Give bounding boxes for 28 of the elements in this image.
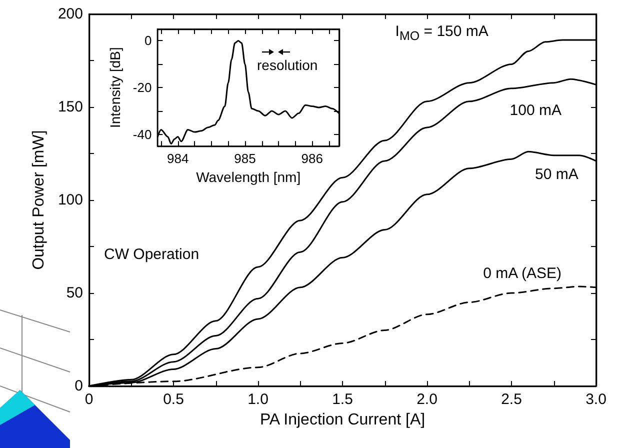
y-axis-title: Output Power [mW] xyxy=(30,130,48,270)
x-axis-title: PA Injection Current [A] xyxy=(260,411,426,428)
y-tick-label: 100 xyxy=(58,192,83,208)
y-axis-title: Intensity [dB] xyxy=(107,47,123,128)
x-tick-label: 1.5 xyxy=(332,391,353,408)
x-tick-label: 0.5 xyxy=(163,391,184,408)
series-label: 50 mA xyxy=(535,166,578,183)
x-tick-label: 985 xyxy=(234,151,256,166)
x-tick-label: 2.5 xyxy=(501,391,522,408)
x-tick-label: 3.0 xyxy=(586,391,606,408)
y-tick-label: 150 xyxy=(58,98,83,116)
y-tick-label: 0 xyxy=(74,378,83,394)
x-tick-label: 986 xyxy=(301,151,323,166)
x-tick-label: 0 xyxy=(84,391,94,408)
annotation: resolution xyxy=(257,57,318,73)
x-axis-title: Wavelength [nm] xyxy=(196,169,301,185)
x-tick-label: 984 xyxy=(166,151,189,166)
x-tick-label: 1.0 xyxy=(248,391,268,408)
y-tick-label: -40 xyxy=(132,126,152,142)
y-tick-label: 200 xyxy=(58,6,83,22)
annotation: CW Operation xyxy=(104,246,200,263)
y-tick-label: -20 xyxy=(132,80,152,96)
y-tick-label: 0 xyxy=(144,33,152,48)
series-label: 0 mA (ASE) xyxy=(483,265,562,282)
x-tick-label: 2.0 xyxy=(416,391,438,408)
series-label: I$_{MO}$ = 150 mA xyxy=(395,23,488,44)
y-tick-label: 50 xyxy=(66,284,83,302)
legend-label: 100 mA xyxy=(510,102,562,120)
